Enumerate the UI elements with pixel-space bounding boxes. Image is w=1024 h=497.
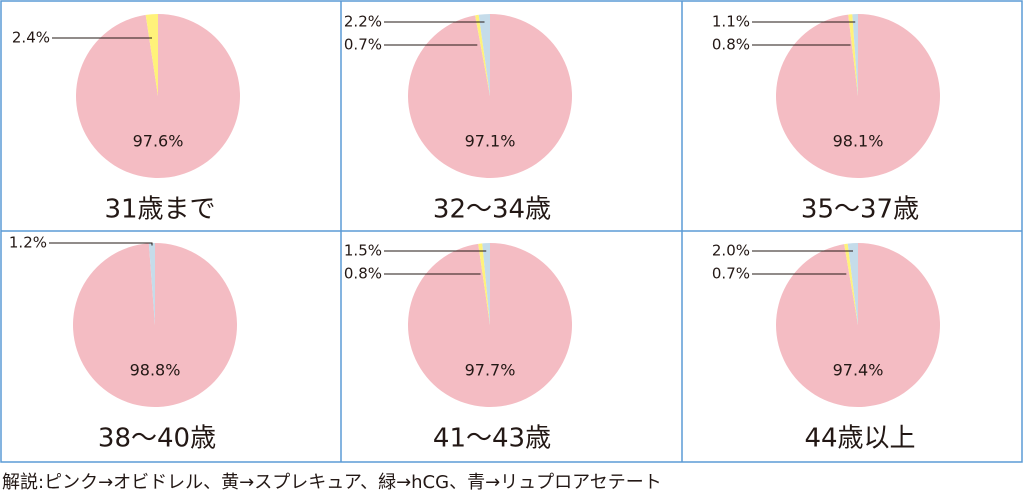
slice-label: 0.7% bbox=[344, 36, 382, 54]
slice-label: 0.8% bbox=[344, 265, 382, 283]
pie-slice bbox=[847, 243, 858, 325]
slice-label: 97.7% bbox=[465, 361, 516, 380]
leader-line bbox=[49, 242, 153, 246]
slice-label: 0.8% bbox=[712, 36, 750, 54]
pie-slice bbox=[482, 243, 490, 325]
slice-label: 1.5% bbox=[344, 242, 382, 260]
pie-chart: 97.6% 2.4% 31歳まで bbox=[12, 14, 240, 225]
pie-chart: 97.1% 0.7% 2.2% 32〜34歳 bbox=[344, 13, 572, 225]
pie-slice bbox=[475, 14, 490, 96]
pie-title: 44歳以上 bbox=[804, 424, 915, 454]
slice-label: 2.4% bbox=[12, 29, 50, 47]
slice-label: 98.1% bbox=[833, 132, 884, 151]
pie-title: 41〜43歳 bbox=[433, 424, 551, 454]
pie-chart: 98.8% 1.2% 38〜40歳 bbox=[9, 234, 238, 454]
slice-label: 97.4% bbox=[833, 361, 884, 380]
slice-label: 97.1% bbox=[465, 132, 516, 151]
slice-label: 0.7% bbox=[712, 265, 750, 283]
pie-slice bbox=[852, 14, 858, 96]
pie-title: 31歳まで bbox=[104, 195, 215, 225]
grid-frame bbox=[0, 0, 1023, 463]
pie-chart: 97.7% 0.8% 1.5% 41〜43歳 bbox=[344, 242, 572, 454]
pie-slice bbox=[478, 243, 490, 325]
pie-slice bbox=[844, 243, 858, 325]
pie-slice bbox=[776, 243, 941, 408]
pie-title: 32〜34歳 bbox=[433, 195, 551, 225]
slice-label: 2.0% bbox=[712, 242, 750, 260]
slice-label: 97.6% bbox=[133, 132, 184, 151]
pie-title: 35〜37歳 bbox=[801, 195, 919, 225]
pie-chart: 97.4% 0.7% 2.0% 44歳以上 bbox=[712, 242, 941, 454]
pie-slice bbox=[148, 243, 155, 325]
footnote: 解説:ピンク→オビドレル、黄→スプレキュア、緑→hCG、青→リュプロアセテート bbox=[2, 472, 662, 493]
slice-label: 2.2% bbox=[344, 13, 382, 31]
pie-slice bbox=[73, 243, 238, 407]
pie-chart: 98.1% 0.8% 1.1% 35〜37歳 bbox=[712, 13, 940, 225]
pie-slice bbox=[145, 14, 158, 96]
pie-slice bbox=[478, 14, 490, 96]
slice-label: 1.2% bbox=[9, 234, 47, 252]
slice-label: 98.8% bbox=[130, 361, 181, 380]
pie-slice bbox=[848, 14, 858, 97]
pie-title: 38〜40歳 bbox=[98, 424, 216, 454]
slice-label: 1.1% bbox=[712, 13, 750, 31]
